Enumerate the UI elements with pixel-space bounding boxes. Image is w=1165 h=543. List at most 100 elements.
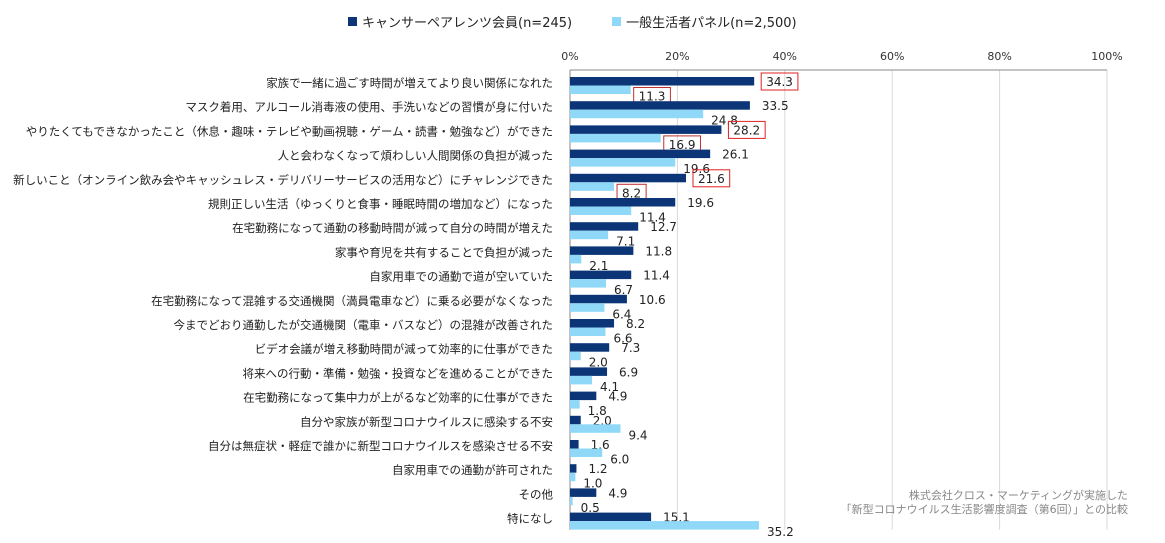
data-label: 21.6 bbox=[698, 172, 725, 186]
source-note-line: 株式会社クロス・マーケティングが実施した bbox=[908, 489, 1128, 502]
bar-cancer-parents bbox=[570, 101, 750, 110]
data-label: 35.2 bbox=[767, 525, 794, 539]
category-label: 自家用車での通勤が許可された bbox=[392, 463, 553, 477]
bar-general-panel bbox=[570, 521, 760, 530]
bar-cancer-parents bbox=[570, 173, 686, 183]
legend-swatch bbox=[612, 17, 622, 26]
bar-cancer-parents bbox=[570, 367, 608, 376]
x-tick-label: 60% bbox=[880, 50, 904, 63]
bar-general-panel bbox=[570, 400, 580, 409]
bar-general-panel bbox=[570, 206, 632, 215]
bar-cancer-parents bbox=[570, 464, 577, 473]
highlight-box bbox=[760, 72, 799, 91]
data-label: 24.8 bbox=[711, 114, 738, 128]
data-label: 28.2 bbox=[733, 123, 760, 137]
bar-general-panel bbox=[570, 182, 615, 191]
x-tick-label: 40% bbox=[773, 50, 797, 63]
bar-cancer-parents bbox=[570, 198, 676, 207]
data-label: 1.0 bbox=[583, 477, 602, 491]
category-label: 在宅勤務になって通勤の移動時間が減って自分の時間が増えた bbox=[232, 221, 553, 235]
category-label: 自分は無症状・軽症で誰かに新型コロナウイルスを感染させる不安 bbox=[208, 439, 553, 453]
data-label: 11.3 bbox=[639, 90, 666, 104]
bar-cancer-parents bbox=[570, 246, 634, 255]
bar-general-panel bbox=[570, 448, 603, 457]
data-label: 2.0 bbox=[589, 356, 608, 370]
data-label: 11.4 bbox=[643, 269, 670, 283]
bar-cancer-parents bbox=[570, 149, 711, 159]
bar-general-panel bbox=[570, 158, 676, 167]
category-label: 在宅勤務になって混雑する交通機関（満員電車など）に乗る必要がなくなった bbox=[151, 294, 553, 308]
bar-general-panel bbox=[570, 472, 576, 482]
data-label: 4.9 bbox=[608, 390, 627, 404]
bar-cancer-parents bbox=[570, 319, 615, 328]
bar-general-panel bbox=[570, 424, 621, 433]
x-tick-label: 80% bbox=[987, 50, 1011, 63]
bar-general-panel bbox=[570, 496, 573, 506]
source-note-line: 「新型コロナウイルス生活影響度調査（第6回）」との比較 bbox=[840, 503, 1128, 516]
bar-cancer-parents bbox=[570, 125, 722, 134]
bar-cancer-parents bbox=[570, 391, 597, 401]
highlight-box bbox=[692, 169, 731, 188]
data-label: 6.4 bbox=[612, 307, 631, 321]
data-label: 12.7 bbox=[650, 220, 677, 234]
bar-cancer-parents bbox=[570, 440, 579, 449]
category-label: 将来への行動・準備・勉強・投資などを進めることができた bbox=[243, 366, 554, 380]
bar-general-panel bbox=[570, 279, 606, 288]
category-label: ビデオ会議が増え移動時間が減って効率的に仕事ができた bbox=[255, 342, 553, 356]
data-label: 0.5 bbox=[581, 501, 600, 515]
bar-general-panel bbox=[570, 351, 581, 361]
bar-general-panel bbox=[570, 109, 704, 119]
category-label: マスク着用、アルコール消毒液の使用、手洗いなどの習慣が身に付いた bbox=[185, 100, 553, 114]
bar-cancer-parents bbox=[570, 77, 755, 86]
category-label: その他 bbox=[519, 487, 554, 501]
legend-item-general-panel: 一般生活者パネル(n=2,500) bbox=[612, 12, 797, 31]
bar-cancer-parents bbox=[570, 488, 597, 497]
legend: キャンサーペアレンツ会員(n=245) 一般生活者パネル(n=2,500) bbox=[348, 12, 797, 31]
data-label: 34.3 bbox=[766, 75, 793, 89]
bar-cancer-parents bbox=[570, 294, 627, 304]
x-tick-label: 100% bbox=[1091, 50, 1122, 63]
data-label: 16.9 bbox=[669, 138, 696, 152]
highlight-box bbox=[727, 120, 766, 139]
bar-general-panel bbox=[570, 327, 606, 336]
source-note: 株式会社クロス・マーケティングが実施した 「新型コロナウイルス生活影響度調査（第… bbox=[841, 489, 1128, 517]
bar-cancer-parents bbox=[570, 270, 632, 280]
data-label: 6.9 bbox=[619, 365, 638, 379]
data-label: 19.6 bbox=[683, 162, 710, 176]
data-label: 7.1 bbox=[616, 235, 635, 249]
category-label: 今までどおり通勤したが交通機関（電車・バスなど）の混雑が改善された bbox=[174, 318, 554, 332]
category-label: 自分や家族が新型コロナウイルスに感染する不安 bbox=[300, 415, 553, 429]
data-label: 6.6 bbox=[613, 332, 632, 346]
data-label: 6.7 bbox=[614, 283, 633, 297]
data-label: 8.2 bbox=[626, 317, 645, 331]
category-label: やりたくてもできなかったこと（休息・趣味・テレビや動画視聴・ゲーム・読書・勉強な… bbox=[26, 124, 553, 138]
bar-general-panel bbox=[570, 254, 582, 264]
category-label: 在宅勤務になって集中力が上がるなど効率的に仕事ができた bbox=[243, 391, 553, 405]
data-label: 6.0 bbox=[610, 453, 629, 467]
data-label: 2.1 bbox=[589, 259, 608, 273]
data-label: 33.5 bbox=[762, 99, 789, 113]
bar-cancer-parents bbox=[570, 222, 639, 231]
category-label: 規則正しい生活（ゆっくりと食事・睡眠時間の増加など）になった bbox=[208, 197, 553, 211]
category-label: 自家用車での通勤で道が空いていた bbox=[369, 270, 553, 284]
category-label: 新しいこと（オンライン飲み会やキャッシュレス・デリバリーサービスの活用など）にチ… bbox=[13, 173, 553, 187]
bar-cancer-parents bbox=[570, 512, 652, 522]
data-label: 4.9 bbox=[608, 486, 627, 500]
data-label: 10.6 bbox=[639, 293, 666, 307]
bar-general-panel bbox=[570, 133, 661, 143]
bar-general-panel bbox=[570, 375, 593, 385]
data-label: 7.3 bbox=[621, 341, 640, 355]
bar-cancer-parents bbox=[570, 415, 581, 425]
data-label: 1.2 bbox=[588, 462, 607, 476]
data-label: 4.1 bbox=[600, 380, 619, 394]
category-label: 家族で一緒に過ごす時間が増えてより良い関係になれた bbox=[266, 76, 553, 90]
data-label: 9.4 bbox=[628, 428, 647, 442]
bar-general-panel bbox=[570, 230, 609, 240]
legend-item-cancer-parents: キャンサーペアレンツ会員(n=245) bbox=[348, 12, 572, 31]
legend-swatch bbox=[348, 17, 357, 26]
data-label: 19.6 bbox=[687, 196, 714, 210]
bar-cancer-parents bbox=[570, 343, 610, 352]
data-label: 8.2 bbox=[622, 186, 641, 200]
legend-label: キャンサーペアレンツ会員(n=245) bbox=[362, 16, 573, 31]
